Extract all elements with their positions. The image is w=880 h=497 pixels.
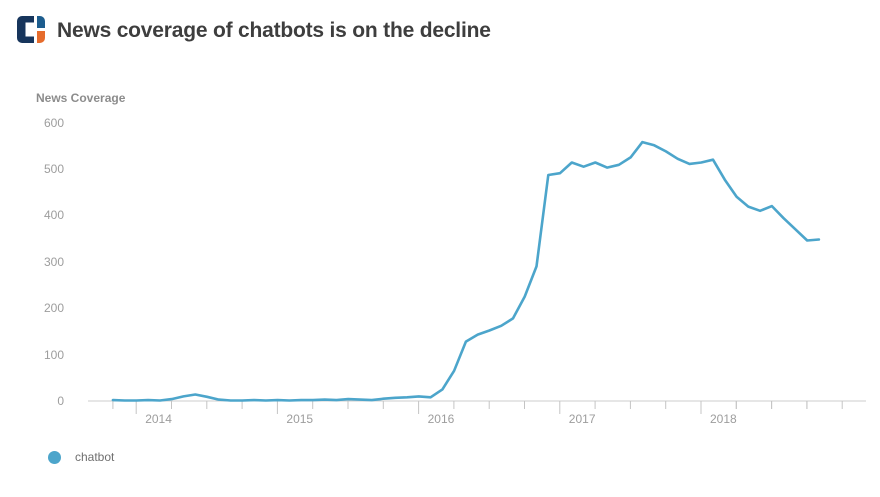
legend-series-swatch[interactable] [48, 450, 61, 464]
chart-header: News coverage of chatbots is on the decl… [0, 0, 880, 64]
x-axis-label: 2015 [286, 412, 314, 426]
y-axis-label: 200 [43, 301, 64, 316]
y-axis-label: 500 [43, 162, 64, 176]
y-axis-label: 300 [43, 254, 64, 269]
y-axis-title: News Coverage [36, 91, 126, 105]
x-axis-label: 2017 [568, 412, 596, 426]
x-axis-label: 2014 [145, 412, 172, 426]
x-axis-label: 2018 [710, 412, 737, 426]
cb-insights-logo [17, 16, 45, 43]
series-chatbot-line[interactable] [111, 140, 821, 402]
y-axis-label: 100 [43, 347, 64, 362]
legend: chatbot [48, 450, 114, 464]
x-axis-label: 2016 [427, 412, 455, 426]
legend-series-label[interactable]: chatbot [75, 450, 115, 464]
y-axis-label: 0 [57, 394, 64, 408]
page-title: News coverage of chatbots is on the decl… [57, 19, 491, 42]
logo-c-mark [17, 16, 45, 43]
y-axis-label: 400 [43, 208, 64, 223]
y-axis-label: 600 [43, 115, 64, 130]
